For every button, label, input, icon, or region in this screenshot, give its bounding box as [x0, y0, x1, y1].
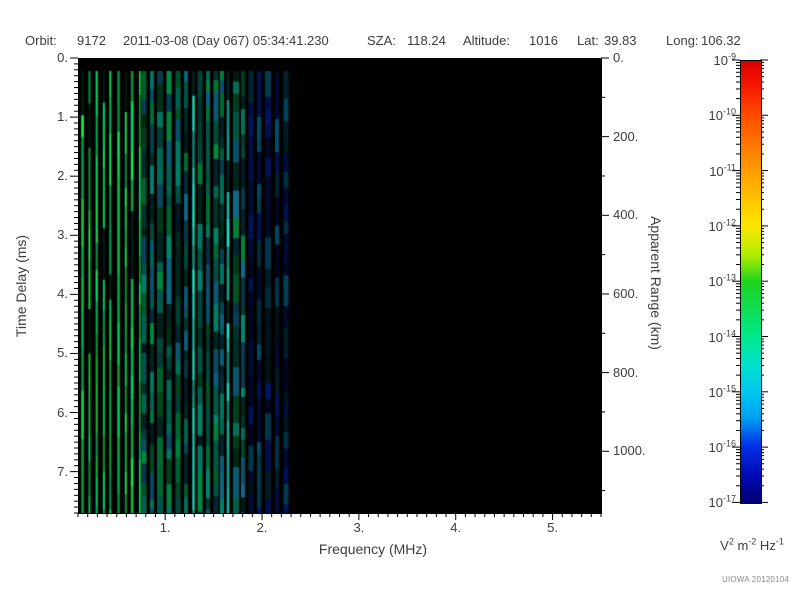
sza-label: SZA: — [367, 33, 396, 48]
y2-tick-label: 200. — [613, 128, 639, 144]
colorbar-tick-label: 10-14 — [708, 328, 736, 345]
colorbar-tick-label: 10-9 — [713, 51, 736, 68]
y2-tick-label: 400. — [613, 207, 639, 223]
y-tick-label: 4. — [57, 286, 68, 302]
long-value: 106.32 — [701, 33, 741, 48]
y-tick-label: 5. — [57, 345, 68, 361]
datetime-value: 2011-03-08 (Day 067) 05:34:41.230 — [123, 33, 329, 48]
plot-border — [78, 58, 602, 514]
y-tick-label: 2. — [57, 168, 68, 184]
y2-tick-label: 0. — [613, 50, 624, 65]
y-tick-label: 0. — [57, 50, 68, 65]
sza-value: 118.24 — [407, 33, 446, 48]
orbit-value: 9172 — [77, 33, 106, 48]
x-tick-label: 3. — [353, 520, 365, 535]
x-tick-label: 5. — [547, 520, 558, 535]
altitude-label: Altitude: — [463, 33, 510, 48]
y-axis-title: Time Delay (ms) — [13, 234, 29, 338]
x-axis-title: Frequency (MHz) — [318, 541, 428, 557]
x-tick-label: 1. — [159, 520, 171, 535]
y-tick-label: 1. — [57, 109, 68, 125]
y-tick-label: 3. — [57, 227, 68, 243]
y-tick-label: 6. — [57, 404, 68, 420]
lat-value: 39.83 — [604, 33, 637, 48]
x-tick-label: 2. — [256, 520, 268, 535]
y2-tick-label: 1000. — [613, 443, 646, 459]
colorbar-tick-label: 10-17 — [708, 494, 736, 511]
colorbar-tick-label: 10-16 — [708, 438, 736, 456]
x-tick-label: 4. — [450, 520, 462, 535]
y2-tick-label: 800. — [613, 364, 639, 380]
y2-axis-title: Apparent Range (km) — [648, 216, 664, 350]
colorbar-tick-label: 10-10 — [708, 106, 736, 124]
y2-tick-label: 600. — [613, 285, 639, 301]
lat-label: Lat: — [577, 33, 599, 48]
spectrogram-canvas — [78, 58, 601, 513]
colorbar-tick-label: 10-11 — [709, 162, 736, 179]
altitude-value: 1016 — [529, 33, 558, 48]
colorbar-tick-label: 10-12 — [708, 217, 736, 234]
colorbar-unit-label: V2 m-2 Hz-1 — [720, 536, 784, 553]
y-tick-label: 7. — [57, 463, 68, 479]
watermark: UIOWA 20120104 — [722, 575, 789, 584]
orbit-label: Orbit: — [25, 33, 57, 48]
colorbar-tick-label: 10-15 — [708, 383, 736, 400]
long-label: Long: — [666, 33, 699, 48]
colorbar-gradient — [740, 60, 762, 504]
colorbar-tick-label: 10-13 — [708, 272, 736, 290]
